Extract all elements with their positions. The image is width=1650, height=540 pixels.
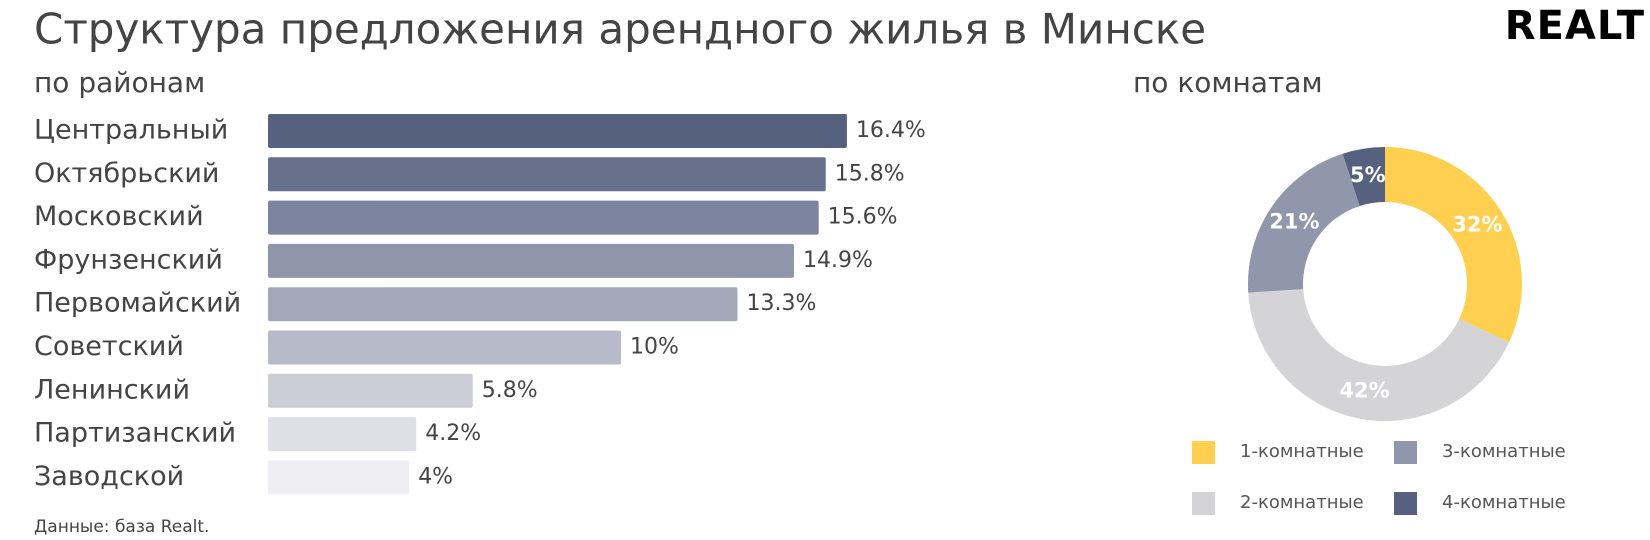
legend-swatch [1192, 441, 1215, 464]
category-label: Партизанский [34, 418, 236, 449]
chart-subtitle: по районам [34, 66, 205, 99]
value-label: 4% [418, 464, 453, 489]
source-note: Данные: база Realt. [34, 517, 209, 537]
value-label: 15.6% [828, 205, 898, 230]
bar [268, 460, 410, 495]
value-label: 15.8% [835, 161, 905, 186]
value-label: 5% [1350, 163, 1386, 187]
legend-swatch [1394, 441, 1417, 464]
value-label: 5.8% [482, 378, 538, 403]
category-label: Октябрьский [34, 158, 219, 189]
donut-segment [1248, 289, 1509, 421]
value-label: 21% [1269, 209, 1319, 233]
category-label: Заводской [34, 461, 184, 492]
donut-segment [1248, 153, 1360, 293]
bar [268, 200, 819, 235]
bar [268, 417, 417, 452]
legend-label: 2-комнатные [1240, 492, 1364, 513]
legend-label: 1-комнатные [1240, 441, 1364, 462]
legend-label: 4-комнатные [1442, 492, 1566, 513]
legend-swatch [1394, 492, 1417, 515]
category-label: Первомайский [34, 288, 241, 319]
bar [268, 243, 794, 278]
category-label: Фрунзенский [34, 244, 223, 275]
bar [268, 287, 738, 322]
value-label: 42% [1339, 379, 1389, 403]
category-label: Советский [34, 331, 184, 362]
value-label: 4.2% [425, 421, 481, 446]
legend-label: 3-комнатные [1442, 441, 1566, 462]
bar [268, 114, 847, 148]
category-label: Центральный [34, 115, 228, 146]
bar [268, 157, 826, 192]
page-title: Структура предложения арендного жилья в … [34, 5, 1206, 54]
value-label: 32% [1452, 212, 1502, 236]
value-label: 16.4% [856, 118, 926, 143]
legend-swatch [1192, 492, 1215, 515]
category-label: Ленинский [34, 374, 190, 405]
value-label: 10% [630, 335, 679, 360]
donut-segment [1385, 147, 1523, 343]
category-label: Московский [34, 201, 204, 232]
logo: REALT [1505, 3, 1645, 49]
donut-segment [1342, 147, 1385, 207]
value-label: 13.3% [746, 291, 816, 316]
bar [268, 330, 621, 365]
bar [268, 373, 473, 408]
chart-subtitle: по комнатам [1133, 66, 1323, 99]
value-label: 14.9% [803, 248, 873, 273]
